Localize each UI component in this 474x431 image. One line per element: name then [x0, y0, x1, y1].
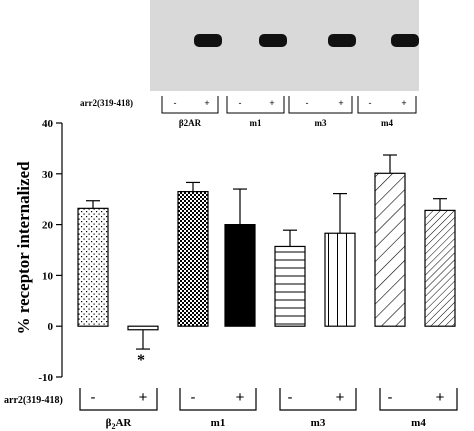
y-axis: -10 0 10 20 30 40: [38, 118, 63, 384]
blot-band: [391, 34, 419, 47]
group-label: m1: [211, 417, 226, 429]
group-bracket: [279, 388, 357, 411]
bar-sign-label: -: [288, 389, 293, 406]
group-labels: β2AR m1 m3 m4: [79, 388, 458, 431]
group-label: β2AR: [106, 417, 133, 431]
bar-sign-label: +: [236, 389, 245, 406]
blot-group-label: m4: [381, 118, 393, 128]
group-bracket: [379, 388, 458, 411]
y-tick-label: 20: [42, 220, 54, 232]
group-bracket: [179, 388, 257, 411]
y-tick-label: 10: [42, 270, 54, 282]
y-tick-label: 30: [42, 169, 54, 181]
blot-group-bracket: [288, 96, 353, 114]
blot-lane-sign: +: [269, 98, 274, 108]
significance-marker: *: [137, 352, 145, 369]
blot-lane-sign: -: [306, 98, 309, 108]
blot-group-bracket: [226, 96, 285, 114]
bar-sign-label: -: [388, 389, 393, 406]
blot-lane-sign: -: [239, 98, 242, 108]
group-label: m3: [311, 417, 326, 429]
western-blot-panel: arr2(319-418) - + - + - + - +β2AR m1 m3 m4: [80, 0, 419, 128]
blot-row-label: arr2(319-418): [80, 98, 133, 108]
bar-sign-label: -: [191, 389, 196, 406]
blot-lane-sign: -: [369, 98, 372, 108]
group-bracket: [79, 388, 158, 411]
blot-group-bracket: [357, 96, 417, 114]
y-tick-label: 40: [42, 118, 54, 130]
bar-chart: % receptor internalized -10 0 10 20 30 40 - * +…: [4, 118, 458, 431]
bar-sign-label: +: [436, 389, 445, 406]
bar-sign-label: +: [139, 389, 148, 406]
bars: - * + - + - + - +: [77, 154, 456, 406]
group-row-label: arr2(319-418): [4, 395, 63, 406]
bar: [77, 207, 109, 327]
bar: [127, 325, 159, 331]
blot-band: [259, 34, 287, 47]
bar: [224, 224, 256, 327]
bar-sign-label: +: [336, 389, 345, 406]
bar-sign-label: -: [91, 389, 96, 406]
bar: [374, 172, 406, 327]
y-axis-label: % receptor internalized: [14, 161, 33, 335]
blot-lane-sign: +: [204, 98, 209, 108]
group-label: m4: [411, 417, 426, 429]
blot-band: [328, 34, 356, 47]
bar: [324, 232, 356, 327]
blot-group-bracket: [161, 96, 219, 114]
blot-group-label: β2AR: [179, 118, 202, 128]
blot-bands: [194, 34, 419, 47]
blot-lane-labels: - + - + - + - +β2AR m1 m3 m4: [161, 96, 417, 128]
bar: [424, 209, 456, 327]
y-tick-label: -10: [38, 372, 53, 384]
y-tick-label: 0: [48, 321, 54, 333]
blot-lane-sign: +: [401, 98, 406, 108]
bar: [177, 190, 209, 327]
blot-lane-sign: -: [174, 98, 177, 108]
blot-group-label: m1: [250, 118, 262, 128]
blot-band: [194, 34, 222, 47]
blot-lane-sign: +: [338, 98, 343, 108]
blot-group-label: m3: [315, 118, 327, 128]
bar: [274, 245, 306, 327]
